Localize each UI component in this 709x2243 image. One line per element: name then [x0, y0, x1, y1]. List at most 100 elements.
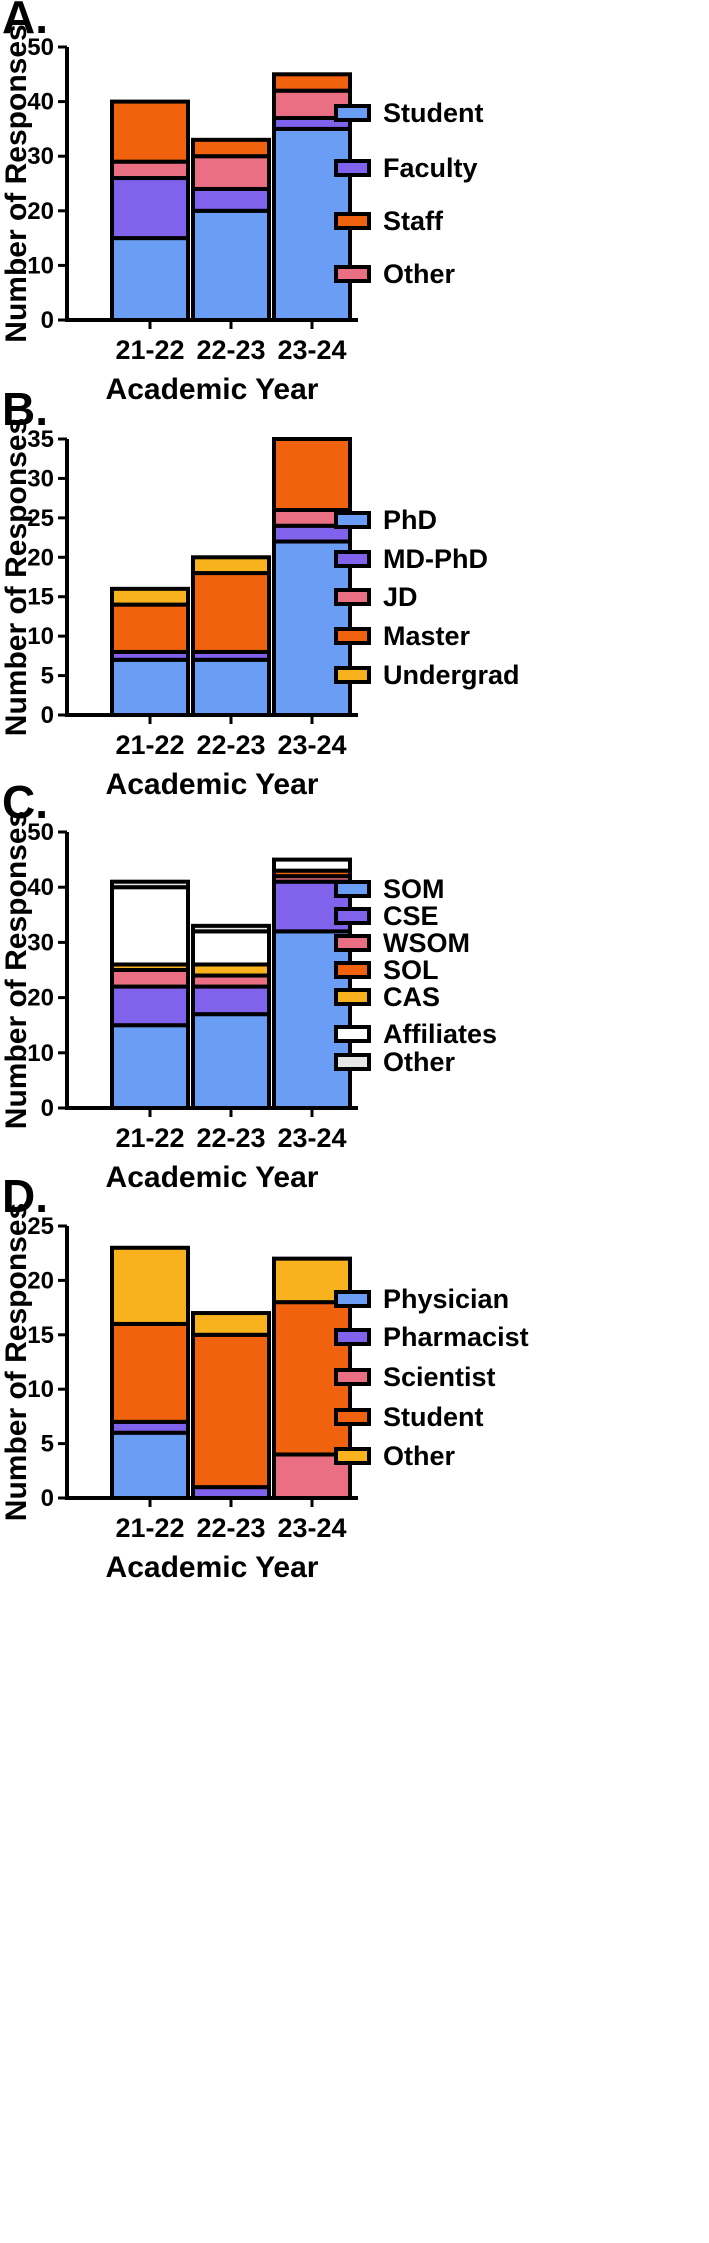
bar-segment-wsom: [110, 968, 190, 989]
y-tick-label: 25: [27, 505, 54, 532]
x-tick-label: 22-23: [196, 1513, 265, 1543]
y-tick-label: 50: [27, 34, 54, 61]
x-tick-label: 22-23: [196, 335, 265, 365]
legend-swatch: [334, 1053, 371, 1071]
y-tick-label: 5: [41, 1431, 54, 1458]
bar-segment-affiliates: [272, 857, 352, 873]
bar-segment-student: [191, 1332, 271, 1490]
y-tick-label: 30: [27, 929, 54, 956]
legend: Student Faculty Staff Other: [334, 98, 484, 289]
legend-swatch: [334, 212, 371, 230]
bar-segment-other: [191, 154, 271, 191]
legend-label: Other: [383, 259, 456, 289]
legend: Physician Pharmacist Scientist Student Other: [334, 1284, 529, 1471]
bar-segment-student: [110, 236, 190, 323]
legend-swatch: [334, 1368, 371, 1386]
y-tick-label: 50: [27, 819, 54, 846]
legend-swatch: [334, 1408, 371, 1426]
legend-swatch: [334, 961, 371, 979]
legend-swatch: [334, 880, 371, 898]
y-tick-label: 25: [27, 1213, 54, 1240]
legend-swatch: [334, 550, 371, 568]
y-axis-label: Number of Responses: [0, 418, 33, 736]
y-tick-label: 15: [27, 584, 54, 611]
y-tick-label: 20: [27, 985, 54, 1012]
panel-label: B.: [2, 383, 48, 435]
legend-swatch: [334, 627, 371, 645]
bar-segment-som: [191, 1012, 271, 1110]
panel-label: C.: [2, 776, 48, 828]
legend-label: Staff: [383, 206, 444, 236]
legend-label: CSE: [383, 901, 439, 931]
x-tick-label: 22-23: [196, 1123, 265, 1153]
y-tick-label: 20: [27, 1267, 54, 1294]
y-tick-label: 40: [27, 874, 54, 901]
legend-label: WSOM: [383, 928, 470, 958]
legend-swatch: [334, 907, 371, 925]
bar-segment-staff: [110, 99, 190, 164]
y-tick-label: 35: [27, 426, 54, 453]
bar-segment-other: [191, 1311, 271, 1337]
legend-swatch: [334, 1447, 371, 1465]
x-tick-label: 21-22: [115, 730, 184, 760]
legend-label: Pharmacist: [383, 1322, 529, 1352]
y-tick-label: 0: [41, 1485, 54, 1512]
legend-label: PhD: [383, 505, 437, 535]
legend-label: Master: [383, 621, 471, 651]
bar-segment-master: [110, 602, 190, 654]
x-tick-label: 21-22: [115, 335, 184, 365]
bar-segment-cse: [110, 984, 190, 1028]
bar-segment-master: [272, 437, 352, 512]
bar-segment-student: [110, 1321, 190, 1424]
legend-label: JD: [383, 582, 418, 612]
bar-segment-faculty: [110, 176, 190, 241]
y-tick-label: 15: [27, 1322, 54, 1349]
legend-label: Affiliates: [383, 1019, 497, 1049]
y-tick-label: 10: [27, 623, 54, 650]
bar-segment-phd: [110, 657, 190, 717]
legend-swatch: [334, 159, 371, 177]
y-tick-label: 40: [27, 89, 54, 116]
x-tick-label: 23-24: [277, 1123, 346, 1153]
bar-segment-other: [110, 1245, 190, 1326]
y-axis-label: Number of Responses: [0, 811, 33, 1129]
y-tick-label: 20: [27, 544, 54, 571]
x-axis-label: Academic Year: [106, 1551, 319, 1584]
bar-segment-physician: [110, 1430, 190, 1500]
bar-segment-other: [110, 159, 190, 181]
legend-label: Other: [383, 1047, 456, 1077]
y-tick-label: 30: [27, 143, 54, 170]
legend-label: Student: [383, 98, 484, 128]
legend-label: SOM: [383, 874, 445, 904]
bar-segment-som: [110, 1023, 190, 1110]
y-tick-label: 0: [41, 1095, 54, 1122]
legend-swatch: [334, 511, 371, 529]
legend-label: CAS: [383, 982, 440, 1012]
x-tick-label: 21-22: [115, 1123, 184, 1153]
bar-segment-phd: [191, 657, 271, 717]
bar-segment-master: [191, 571, 271, 654]
legend-label: MD-PhD: [383, 544, 488, 574]
x-axis-label: Academic Year: [106, 1161, 319, 1194]
y-tick-label: 0: [41, 702, 54, 729]
y-tick-label: 30: [27, 465, 54, 492]
legend-label: Undergrad: [383, 660, 520, 690]
legend-swatch: [334, 934, 371, 952]
legend-swatch: [334, 1328, 371, 1346]
bar-segment-staff: [272, 72, 352, 93]
bar-segment-student: [191, 208, 271, 322]
y-tick-label: 10: [27, 1376, 54, 1403]
y-tick-label: 20: [27, 198, 54, 225]
y-tick-label: 10: [27, 252, 54, 279]
legend-label: Other: [383, 1441, 456, 1471]
legend-swatch: [334, 988, 371, 1006]
bar-segment-som: [272, 929, 352, 1110]
legend-swatch: [334, 265, 371, 283]
y-tick-label: 0: [41, 307, 54, 334]
panel-label: D.: [2, 1170, 48, 1222]
